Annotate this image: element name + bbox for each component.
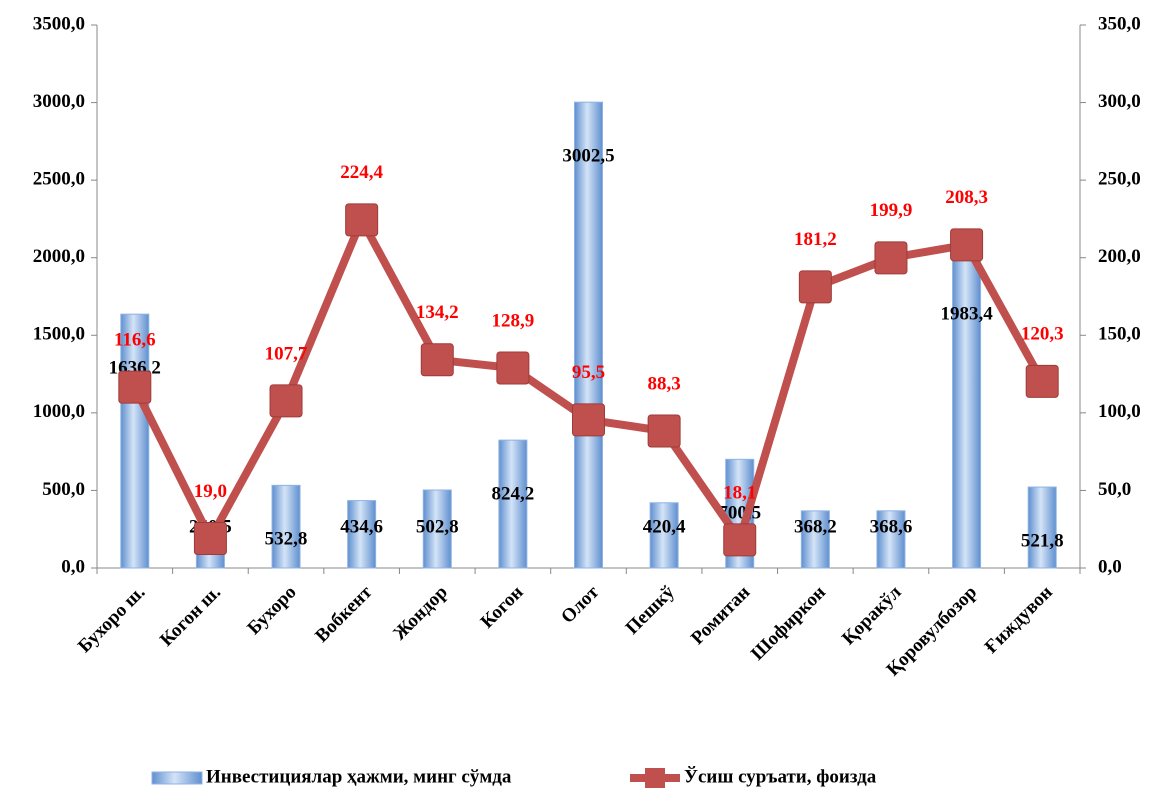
bar-value-label: 521,8 <box>1021 530 1064 551</box>
line-value-label: 88,3 <box>647 373 680 394</box>
x-tick-label: Қоракўл <box>838 582 906 650</box>
line-value-label: 224,4 <box>340 162 383 183</box>
bar <box>876 510 906 569</box>
bar <box>498 439 528 569</box>
x-tick-label: Олот <box>557 581 603 627</box>
legend-swatch <box>151 771 203 785</box>
y-tick-label: 1500,0 <box>33 324 85 345</box>
bar-value-label: 3002,5 <box>562 146 614 167</box>
y2-tick-label: 350,0 <box>1098 13 1141 34</box>
x-tick-label: Когон ш. <box>156 582 225 651</box>
y2-tick-label: 250,0 <box>1098 169 1141 190</box>
bar <box>1027 486 1057 569</box>
x-tick-label: Вобкент <box>311 581 376 646</box>
line-marker <box>798 270 832 304</box>
line-value-label: 120,3 <box>1021 324 1064 345</box>
x-tick-label: Жондор <box>389 582 452 645</box>
legend-label: Ўсиш суръати, фоизда <box>684 765 877 787</box>
bar <box>574 101 603 569</box>
bar <box>347 500 377 569</box>
legend-label: Инвестициялар ҳажми, минг сўмда <box>206 766 512 787</box>
x-tick-label: Ғиждувон <box>981 582 1057 658</box>
line-marker <box>950 228 984 262</box>
bar-value-label: 420,4 <box>643 516 686 537</box>
y-tick-label: 0,0 <box>61 556 85 577</box>
line-value-label: 19,0 <box>194 481 227 502</box>
line-value-label: 199,9 <box>870 200 913 221</box>
line-marker <box>193 522 227 556</box>
x-tick-label: Пешкў <box>622 581 679 638</box>
bar <box>422 489 452 569</box>
bar-value-label: 824,2 <box>492 483 535 504</box>
bar <box>120 313 150 569</box>
bar <box>649 502 679 569</box>
line-marker <box>723 523 757 557</box>
y-tick-label: 500,0 <box>42 479 85 500</box>
line-marker <box>345 203 379 237</box>
y2-tick-label: 50,0 <box>1098 479 1131 500</box>
legend-swatch <box>645 768 665 788</box>
line-marker <box>572 403 605 437</box>
line-marker <box>118 370 152 404</box>
y-tick-label: 2500,0 <box>33 169 85 190</box>
x-tick-label: Когон <box>477 582 528 633</box>
line-marker <box>269 384 303 418</box>
line-marker <box>496 351 530 385</box>
bar-value-label: 1983,4 <box>940 304 993 325</box>
bar <box>952 259 982 569</box>
line-value-label: 116,6 <box>114 329 156 350</box>
bar-value-label: 368,2 <box>794 516 837 537</box>
line-value-label: 18,1 <box>723 482 756 503</box>
line-marker <box>874 241 908 275</box>
y-tick-label: 2000,0 <box>33 246 85 267</box>
y-tick-label: 3000,0 <box>33 91 85 112</box>
y2-tick-label: 200,0 <box>1098 246 1141 267</box>
bar-value-label: 532,8 <box>265 529 308 550</box>
line-value-label: 208,3 <box>945 187 988 208</box>
bar-value-label: 434,6 <box>340 516 383 537</box>
y-tick-label: 3500,0 <box>33 13 85 34</box>
bar <box>800 510 830 569</box>
x-tick-label: Шофиркон <box>747 582 830 665</box>
line-value-label: 181,2 <box>794 229 837 250</box>
y2-tick-label: 150,0 <box>1098 324 1141 345</box>
x-tick-label: Бухоро <box>243 582 300 639</box>
y2-tick-label: 0,0 <box>1098 556 1122 577</box>
line-marker <box>420 343 454 377</box>
line-value-label: 128,9 <box>492 310 535 331</box>
y2-tick-label: 100,0 <box>1098 401 1141 422</box>
line-value-label: 134,2 <box>416 302 459 323</box>
line-value-label: 95,5 <box>572 362 605 383</box>
bar-value-label: 368,6 <box>870 516 913 537</box>
y-tick-label: 1000,0 <box>33 401 85 422</box>
line-marker <box>1025 364 1059 398</box>
x-tick-label: Ромитан <box>687 582 754 649</box>
x-tick-label: Бухоро ш. <box>74 582 149 657</box>
line-value-label: 107,7 <box>265 343 308 364</box>
bar <box>271 484 301 569</box>
y2-tick-label: 300,0 <box>1098 91 1141 112</box>
bar-value-label: 502,8 <box>416 516 459 537</box>
line-marker <box>647 414 681 448</box>
